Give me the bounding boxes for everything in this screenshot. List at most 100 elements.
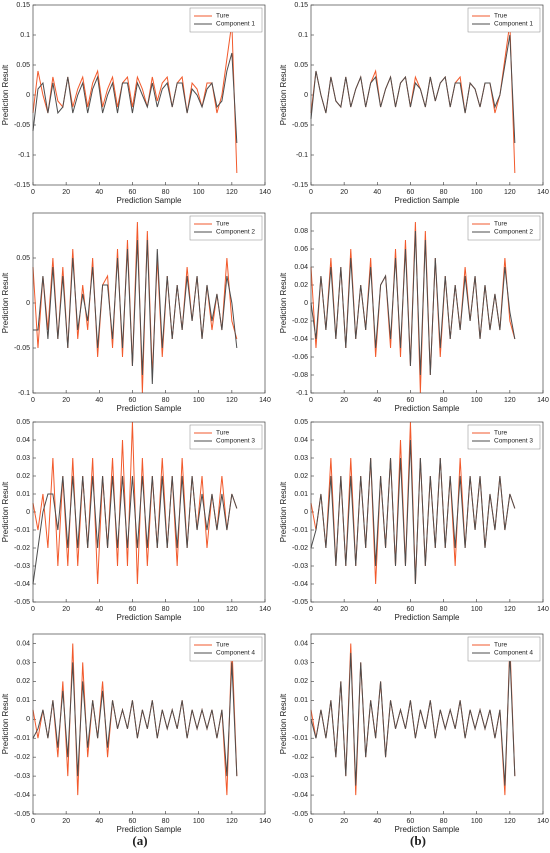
legend-label: Component 2: [494, 229, 533, 236]
y-tick-label: -0.08: [292, 372, 308, 379]
y-tick-label: 0: [304, 92, 308, 99]
y-tick-label: 0.15: [16, 2, 30, 9]
y-tick-label: 0.05: [294, 419, 308, 426]
y-tick-label: 0.1: [20, 32, 30, 39]
x-tick-label: 20: [340, 189, 348, 196]
y-tick-label: -0.02: [14, 545, 30, 552]
legend-box: [189, 215, 263, 241]
y-tick-label: -0.15: [292, 182, 308, 189]
x-tick-label: 0: [31, 189, 35, 196]
x-tick-label: 60: [407, 397, 415, 404]
series-line: [310, 34, 516, 144]
axes-box: [310, 4, 544, 186]
x-tick-label: 80: [162, 397, 170, 404]
x-tick-label: 60: [129, 189, 137, 196]
y-tick-label: 0.15: [294, 2, 308, 9]
x-tick-label: 100: [193, 397, 205, 404]
y-tick-label: -0.01: [292, 735, 308, 742]
x-tick-label: 100: [193, 606, 205, 613]
series-line: [310, 652, 516, 786]
x-tick-label: 60: [407, 189, 415, 196]
x-tick-label: 0: [309, 397, 313, 404]
x-tick-label: 100: [471, 397, 483, 404]
y-tick-label: 0.04: [294, 264, 308, 271]
x-tick-label: 60: [129, 818, 137, 825]
x-tick-label: 0: [31, 818, 35, 825]
legend-label: Ture: [494, 430, 508, 437]
x-axis-label: Prediction Sample: [395, 613, 460, 622]
y-tick-label: -0.1: [18, 152, 30, 159]
y-axis-label: Prediction Result: [1, 64, 10, 125]
y-tick-label: 0.02: [16, 678, 30, 685]
x-tick-label: 100: [193, 818, 205, 825]
x-tick-label: 140: [259, 818, 271, 825]
y-tick-label: 0.04: [294, 437, 308, 444]
legend-label: Ture: [216, 642, 230, 649]
y-tick-label: 0.01: [294, 697, 308, 704]
x-tick-label: 0: [31, 606, 35, 613]
x-tick-label: 80: [162, 606, 170, 613]
series-line: [310, 230, 516, 376]
y-tick-label: 0.05: [294, 62, 308, 69]
y-tick-label: -0.05: [292, 122, 308, 129]
y-tick-label: 0.03: [16, 659, 30, 666]
x-tick-label: 60: [129, 397, 137, 404]
y-tick-label: 0.1: [298, 32, 308, 39]
x-tick-label: 0: [309, 606, 313, 613]
series-line: [310, 439, 516, 585]
y-axis-label: Prediction Result: [279, 481, 288, 542]
x-axis-label: Prediction Sample: [395, 825, 460, 834]
legend-label: Component 3: [494, 438, 533, 445]
x-tick-label: 0: [309, 818, 313, 825]
y-tick-label: -0.05: [292, 811, 308, 818]
x-tick-label: 120: [504, 606, 516, 613]
x-tick-label: 20: [340, 818, 348, 825]
x-tick-label: 120: [226, 606, 238, 613]
y-tick-label: -0.01: [14, 527, 30, 534]
y-tick-label: 0.01: [16, 491, 30, 498]
y-tick-label: 0.01: [16, 697, 30, 704]
y-tick-label: 0.03: [294, 455, 308, 462]
y-tick-label: 0: [304, 716, 308, 723]
legend-label: Component 3: [216, 438, 255, 445]
y-axis-label: Prediction Result: [279, 64, 288, 125]
y-tick-label: 0: [26, 716, 30, 723]
x-axis-label: Prediction Sample: [117, 196, 182, 205]
x-tick-label: 40: [373, 818, 381, 825]
axes-box: [310, 212, 544, 394]
y-tick-label: 0.02: [294, 473, 308, 480]
x-tick-label: 100: [471, 189, 483, 196]
y-tick-label: -0.05: [14, 345, 30, 352]
y-tick-label: -0.03: [292, 773, 308, 780]
x-tick-label: 20: [340, 397, 348, 404]
y-tick-label: 0.02: [294, 678, 308, 685]
y-tick-label: 0.04: [294, 640, 308, 647]
y-tick-label: 0: [304, 300, 308, 307]
legend-box: [467, 215, 541, 241]
x-tick-label: 80: [162, 818, 170, 825]
x-tick-label: 40: [95, 818, 103, 825]
y-tick-label: -0.04: [14, 792, 30, 799]
axes-box: [32, 212, 266, 394]
y-tick-label: -0.05: [14, 811, 30, 818]
x-tick-label: 100: [193, 189, 205, 196]
y-axis-label: Prediction Result: [279, 693, 288, 754]
y-tick-label: 0.08: [294, 228, 308, 235]
axes-box: [310, 421, 544, 603]
y-tick-label: -0.1: [296, 390, 308, 397]
legend-box: [467, 636, 541, 662]
legend-box: [189, 424, 263, 450]
y-tick-label: 0.05: [16, 255, 30, 262]
y-tick-label: 0: [304, 509, 308, 516]
series-line: [32, 421, 238, 585]
x-tick-label: 80: [440, 397, 448, 404]
y-tick-label: -0.01: [292, 527, 308, 534]
series-line: [33, 239, 238, 385]
y-tick-label: -0.03: [292, 563, 308, 570]
x-tick-label: 80: [440, 189, 448, 196]
x-tick-label: 0: [31, 397, 35, 404]
legend-box: [189, 636, 263, 662]
y-tick-label: 0: [26, 509, 30, 516]
x-tick-label: 20: [62, 397, 70, 404]
